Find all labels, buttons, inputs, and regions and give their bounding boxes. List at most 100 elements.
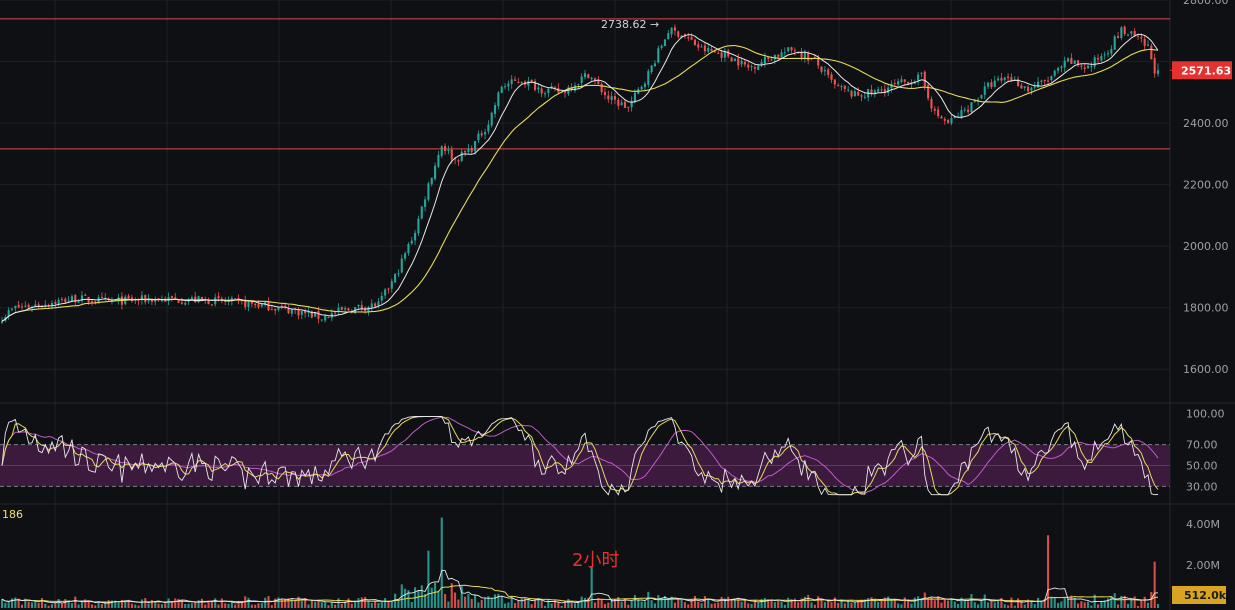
candle-body[interactable] [64,298,67,303]
candle-body[interactable] [467,148,470,153]
volume-bar[interactable] [150,599,153,608]
volume-bar[interactable] [277,597,280,608]
volume-bar[interactable] [857,600,860,608]
volume-bar[interactable] [1110,596,1113,608]
volume-bar[interactable] [380,601,383,608]
candle-body[interactable] [620,102,623,106]
volume-bar[interactable] [390,600,393,608]
volume-bar[interactable] [84,599,87,608]
volume-bar[interactable] [1123,595,1126,608]
volume-bar[interactable] [260,603,263,608]
candle-body[interactable] [923,71,926,87]
candle-body[interactable] [1063,60,1066,68]
volume-bar[interactable] [1010,597,1013,608]
candle-body[interactable] [727,50,730,57]
candle-body[interactable] [1020,85,1023,89]
candle-body[interactable] [963,109,966,111]
volume-bar[interactable] [743,599,746,608]
volume-bar[interactable] [487,596,490,608]
candle-body[interactable] [830,74,833,80]
candle-body[interactable] [167,297,170,301]
candle-body[interactable] [820,66,823,72]
volume-bar[interactable] [14,597,17,608]
candle-body[interactable] [487,124,490,132]
candle-body[interactable] [983,86,986,95]
volume-bar[interactable] [923,592,926,608]
volume-bar[interactable] [890,599,893,608]
candle-body[interactable] [447,149,450,152]
volume-bar[interactable] [733,600,736,608]
candle-body[interactable] [367,306,370,312]
volume-bar[interactable] [993,602,996,608]
volume-bar[interactable] [490,598,493,608]
volume-bar[interactable] [457,599,460,608]
volume-bar[interactable] [407,590,410,608]
candle-body[interactable] [1007,76,1010,78]
candle-body[interactable] [723,51,726,58]
candle-body[interactable] [513,79,517,81]
candle-body[interactable] [903,79,906,82]
candle-body[interactable] [1130,31,1133,34]
candle-body[interactable] [1003,77,1006,80]
volume-bar[interactable] [937,596,940,608]
candle-body[interactable] [967,109,970,112]
candle-body[interactable] [494,105,497,114]
candle-body[interactable] [434,165,437,179]
candle-body[interactable] [1027,86,1030,92]
candle-body[interactable] [234,298,237,300]
candle-body[interactable] [27,304,30,308]
volume-bar[interactable] [1146,602,1150,608]
candle-body[interactable] [327,316,330,318]
candle-body[interactable] [1143,38,1146,46]
candle-body[interactable] [667,33,670,40]
volume-bar[interactable] [40,598,44,608]
volume-bar[interactable] [930,597,933,608]
candle-body[interactable] [150,298,153,302]
candle-body[interactable] [740,60,743,65]
candle-body[interactable] [880,89,883,91]
candle-body[interactable] [843,85,846,90]
volume-bar[interactable] [807,594,810,608]
volume-bar[interactable] [20,604,24,608]
volume-bar[interactable] [257,603,260,608]
candle-body[interactable] [1150,45,1153,60]
candle-body[interactable] [1123,26,1126,35]
volume-bar[interactable] [1033,604,1036,608]
candle-body[interactable] [603,92,607,96]
volume-bar[interactable] [254,604,257,608]
candle-body[interactable] [753,67,756,69]
volume-bar[interactable] [533,599,537,608]
volume-bar[interactable] [294,600,297,608]
volume-bar[interactable] [673,602,676,608]
volume-bar[interactable] [693,595,696,608]
volume-bar[interactable] [623,598,627,608]
volume-bar[interactable] [367,600,370,608]
volume-bar[interactable] [903,597,906,608]
candle-body[interactable] [480,133,483,136]
candle-body[interactable] [147,298,150,302]
candle-body[interactable] [397,273,400,275]
volume-bar[interactable] [324,601,327,608]
candle-body[interactable] [244,299,247,307]
candle-body[interactable] [304,310,307,314]
candle-body[interactable] [280,305,283,307]
candle-body[interactable] [577,83,580,85]
candle-body[interactable] [803,52,806,59]
candle-body[interactable] [24,305,27,307]
volume-bar[interactable] [607,602,610,608]
candle-body[interactable] [547,88,550,93]
volume-bar[interactable] [227,603,230,608]
volume-bar[interactable] [813,604,816,608]
candle-body[interactable] [743,61,746,65]
candle-body[interactable] [507,83,510,87]
candle-body[interactable] [563,91,567,93]
volume-bar[interactable] [484,597,487,608]
volume-bar[interactable] [810,602,813,608]
volume-bar[interactable] [707,598,710,608]
volume-bar[interactable] [1130,598,1133,608]
candle-body[interactable] [707,47,710,52]
candle-body[interactable] [1116,36,1120,38]
volume-bar[interactable] [437,590,440,608]
candle-body[interactable] [1100,56,1103,61]
volume-bar[interactable] [64,599,67,608]
